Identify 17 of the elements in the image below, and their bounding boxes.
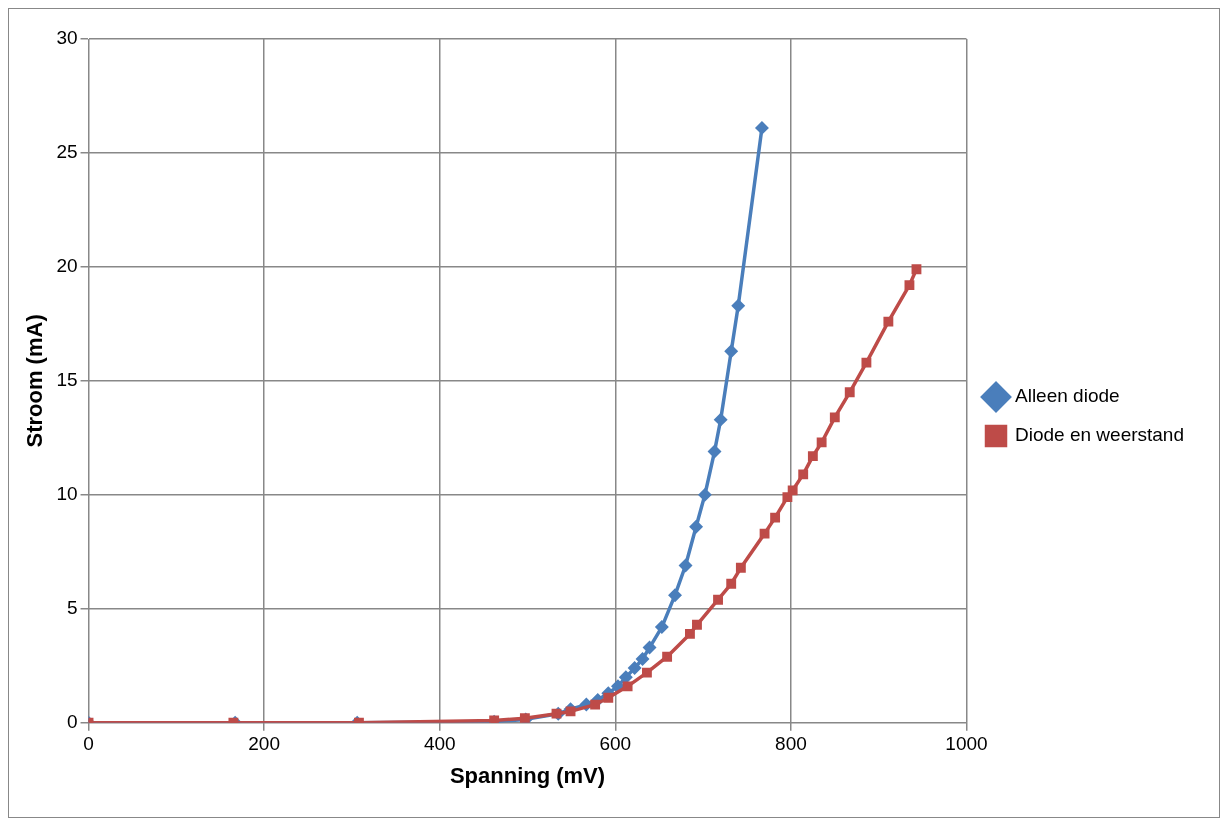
x-tick-label: 1000 <box>945 733 988 755</box>
y-tick-label: 5 <box>66 597 78 619</box>
x-tick-label: 600 <box>599 733 632 755</box>
y-tick-label: 20 <box>56 255 78 277</box>
y-tick-label: 0 <box>66 711 78 733</box>
y-axis-title: Stroom (mA) <box>22 314 48 448</box>
x-tick-label: 400 <box>423 733 456 755</box>
x-tick-label: 800 <box>775 733 807 755</box>
y-tick-label: 10 <box>56 483 78 505</box>
legend-label: Diode en weerstand <box>1015 424 1184 446</box>
y-tick-label: 30 <box>56 27 78 49</box>
x-tick-label: 200 <box>248 733 280 755</box>
x-axis-title: Spanning (mV) <box>449 762 606 788</box>
y-tick-label: 15 <box>56 369 78 391</box>
x-tick-label: 0 <box>83 733 94 755</box>
legend-label: Alleen diode <box>1015 385 1120 407</box>
y-tick-label: 25 <box>56 141 78 163</box>
